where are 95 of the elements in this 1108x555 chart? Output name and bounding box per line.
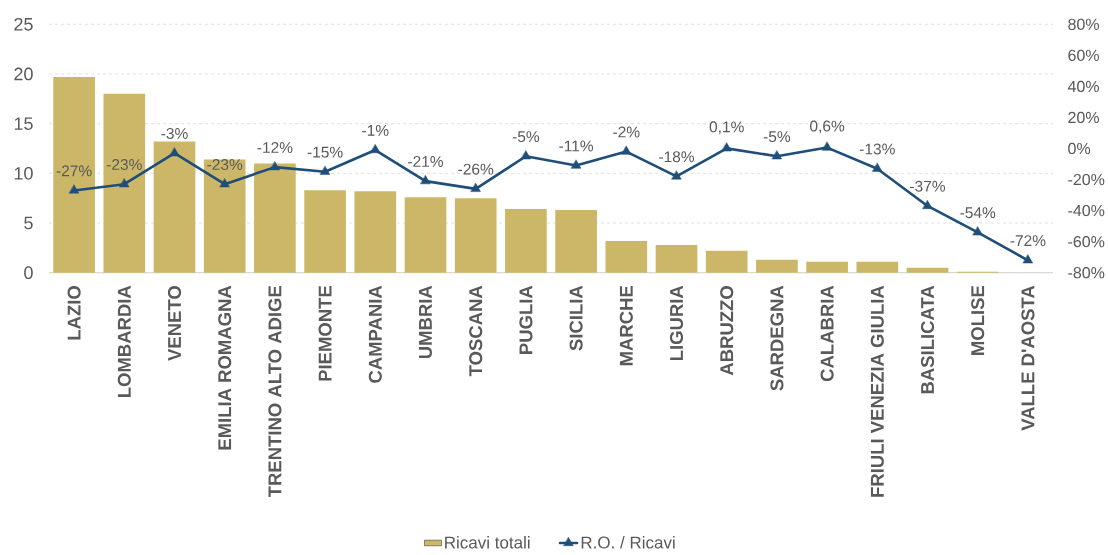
point [922,200,933,209]
point [269,161,280,171]
x-tick-label: EMILIA ROMAGNA [218,285,232,450]
y-tick-label: 20 [14,67,33,81]
data-label: -3% [161,127,188,139]
x-tick-label: LOMBARDIA [117,285,131,398]
point [219,178,230,188]
legend-label: Ricavi totali [445,536,530,549]
data-label: -11% [559,140,594,152]
bar [806,261,848,273]
data-label: -12% [257,142,293,153]
bar [153,141,196,273]
data-label: -21% [408,155,444,167]
data-label: -5% [763,131,791,143]
bar [655,244,698,273]
data-label: -1% [362,125,389,136]
x-tick-label: ABRUZZO [720,286,734,376]
bar [254,163,296,273]
y2-tick-label: 80% [1068,18,1099,30]
y2-tick-label: -60% [1068,235,1105,248]
data-label: -23% [207,159,243,171]
bar [906,267,949,273]
y2-tick-label: 0% [1068,142,1091,155]
y2-tick-label: 60% [1068,49,1099,62]
data-label: -37% [910,180,946,192]
y-tick-label: 10 [14,166,33,180]
x-tick-label: CALABRIA [820,285,834,382]
point [320,166,331,175]
x-tick-label: LIGURIA [669,285,684,361]
x-tick-label: FRIULI VENEZIA GIULIA [870,285,884,497]
x-tick-label: TRENTINO ALTO ADIGE [268,285,282,498]
point [370,144,381,154]
point [169,147,180,157]
y-tick-label: 0 [24,266,33,280]
point [470,183,481,192]
x-tick-label: PIEMONTE [318,285,332,381]
point [972,226,983,236]
x-tick-label: MOLISE [971,285,985,355]
x-tick-label: UMBRIA [419,285,432,359]
y-tick-label: 5 [24,216,33,230]
x-tick-label: PUGLIA [519,285,533,354]
bar [354,191,397,273]
point [721,142,732,152]
x-tick-label: MARCHE [619,285,633,366]
x-tick-label: SARDEGNA [770,285,784,391]
point [69,184,80,194]
point [671,170,682,180]
point [771,150,782,160]
data-label: -54% [960,207,996,219]
point [420,175,431,185]
x-tick-label: CAMPANIA [368,285,382,383]
bar [756,259,798,273]
point [872,162,883,172]
bar [103,93,146,273]
data-label: -26% [458,163,494,175]
x-tick-label: VALLE D'AOSTA [1021,285,1035,431]
y2-tick-label: -20% [1068,173,1105,186]
data-label: -13% [859,143,895,155]
data-label: 0,1% [709,121,744,135]
point [621,145,632,155]
y-tick-label: 25 [14,17,33,31]
x-tick-label: TOSCANA [469,285,483,377]
bar [454,198,497,273]
point [571,159,582,169]
bar [555,210,597,273]
point [1022,254,1033,264]
y2-tick-label: 20% [1068,111,1099,124]
x-tick-label: BASILICATA [920,285,935,394]
point [520,150,531,160]
bar [53,76,95,273]
data-label: -2% [613,126,640,138]
x-tick-label: SICILIA [569,285,583,351]
y-tick-label: 15 [14,117,33,130]
data-label: -15% [307,146,343,158]
data-label: -5% [512,131,540,143]
bar [705,250,748,273]
data-label: -72% [1010,235,1046,247]
y2-tick-label: 40% [1067,80,1099,93]
point [822,141,833,151]
data-label: -18% [659,151,695,163]
bar [856,261,899,273]
bar [605,240,648,273]
data-label: -23% [106,159,142,171]
y2-tick-label: -80% [1068,267,1105,279]
x-tick-label: VENETO [167,286,182,361]
bar [203,159,246,273]
point [119,178,130,188]
data-label: -27% [56,165,92,177]
bar [505,209,547,273]
y2-tick-label: -40% [1068,204,1105,217]
bar [404,197,447,273]
data-label: 0,6% [810,120,845,134]
x-tick-label: LAZIO [67,286,81,340]
bar [304,190,346,273]
legend-label: R.O. / Ricavi [581,536,675,549]
